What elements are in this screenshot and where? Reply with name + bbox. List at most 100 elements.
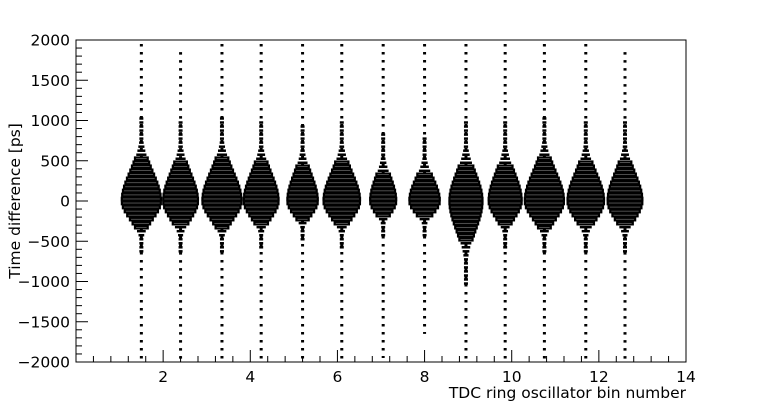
bin-box (245, 208, 277, 214)
bin-box (583, 242, 588, 245)
bin-box (298, 157, 307, 160)
bin-box (381, 233, 386, 237)
bin-box (259, 129, 264, 132)
bin-box (121, 188, 161, 194)
distribution-6 (322, 44, 362, 362)
bin-box (258, 145, 264, 148)
bin-box (330, 168, 353, 174)
y-tick-label: −1500 (18, 313, 70, 331)
bin-box (621, 149, 629, 152)
bin-box (454, 224, 478, 230)
bin-box (535, 160, 554, 166)
bin-box (459, 161, 472, 165)
bin-box (533, 164, 555, 170)
bin-box (566, 196, 606, 202)
bin-box (243, 192, 280, 198)
distribution-7 (369, 44, 398, 358)
bin-box (178, 133, 183, 136)
bin-box (463, 282, 468, 285)
bin-box (500, 157, 510, 160)
x-tick-label: 6 (332, 368, 342, 386)
bin-box (416, 172, 433, 178)
x-tick-label: 8 (420, 368, 430, 386)
bin-box (410, 204, 440, 210)
bin-box (542, 242, 547, 245)
bin-box (371, 184, 396, 190)
bin-box (338, 229, 345, 233)
bin-box (526, 208, 563, 214)
bin-box (542, 137, 547, 140)
bin-box (287, 204, 318, 210)
bin-box (173, 160, 188, 166)
bin-box (623, 242, 627, 245)
bin-box (248, 212, 275, 218)
bin-box (162, 196, 200, 202)
x-axis-title: TDC ring oscillator bin number (448, 384, 687, 402)
bin-box (175, 157, 186, 160)
bin-box (492, 212, 518, 218)
bin-box (178, 141, 183, 144)
bin-box (530, 172, 559, 178)
bin-box (532, 168, 557, 174)
bin-box (451, 180, 481, 186)
bin-box (448, 196, 484, 202)
bin-box (211, 164, 233, 170)
bin-box (139, 237, 144, 241)
bin-box (462, 153, 470, 156)
bin-box (339, 121, 344, 124)
bin-box (204, 180, 240, 186)
bin-box (381, 153, 386, 156)
bin-box (204, 208, 240, 214)
bin-box (300, 133, 305, 136)
distribution-3 (201, 44, 243, 362)
bin-box (455, 228, 477, 234)
bin-box (378, 217, 388, 221)
bin-box (178, 233, 184, 237)
bin-box (461, 157, 471, 160)
bin-box (381, 137, 386, 140)
bin-box (379, 161, 387, 165)
bin-box (463, 133, 468, 136)
bin-box (336, 225, 347, 229)
bin-box (339, 237, 344, 241)
bin-box (219, 125, 224, 128)
bin-box (171, 164, 190, 170)
bin-box (259, 121, 264, 124)
bin-box (219, 137, 224, 140)
bin-box (131, 220, 152, 226)
bin-box (463, 258, 468, 261)
bin-box (162, 192, 199, 198)
bin-box (322, 200, 362, 206)
bin-box (421, 221, 428, 225)
bin-box (171, 220, 190, 226)
bin-box (289, 208, 316, 214)
bin-box (370, 188, 397, 194)
bin-box (422, 141, 427, 144)
bin-box (291, 176, 315, 182)
bin-box (300, 129, 305, 132)
bin-box (124, 180, 159, 186)
bin-box (378, 165, 388, 169)
bin-box (576, 164, 596, 170)
bin-box (566, 200, 606, 206)
bin-box (463, 145, 469, 148)
bin-box (339, 145, 345, 148)
bin-box (529, 212, 560, 218)
bin-box (122, 184, 160, 190)
bin-box (299, 153, 306, 156)
bin-box (219, 129, 224, 132)
bin-box (380, 221, 386, 225)
bin-box (487, 196, 523, 202)
bin-box (619, 157, 631, 160)
bin-box (300, 125, 305, 128)
bin-box (326, 180, 358, 186)
bin-box (463, 137, 468, 140)
bin-box (542, 141, 547, 144)
bin-box (579, 225, 592, 229)
bin-box (418, 169, 431, 173)
bin-box (133, 224, 149, 230)
bin-box (249, 172, 274, 178)
bin-box (499, 161, 512, 165)
bin-box (373, 176, 393, 182)
bin-box (583, 250, 588, 253)
